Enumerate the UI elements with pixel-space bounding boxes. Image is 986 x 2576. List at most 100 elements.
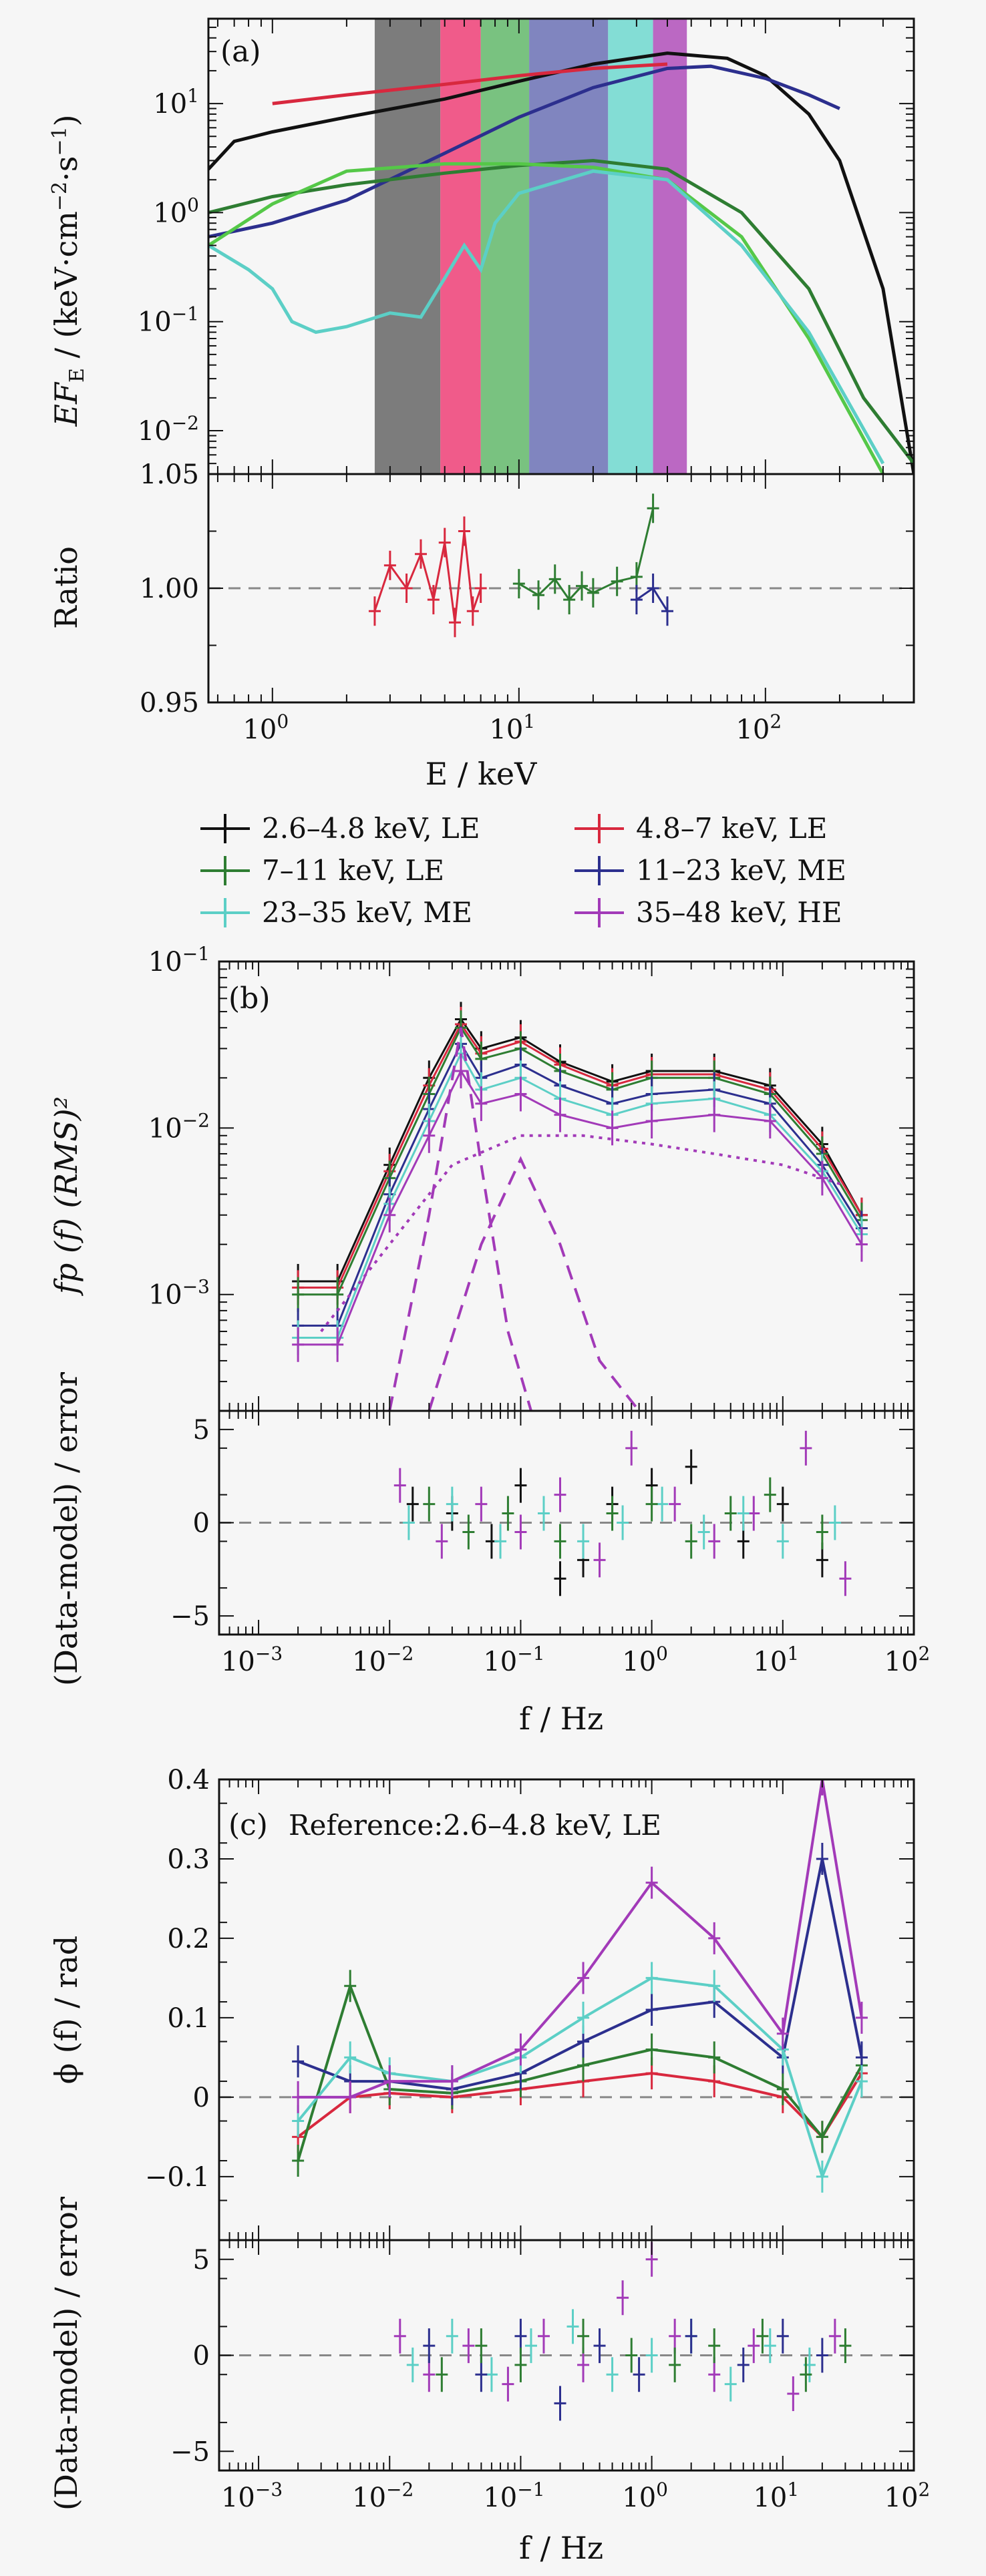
tick-exponent: −2 — [182, 1109, 210, 1131]
series-line-red — [373, 531, 482, 623]
series-line-navy — [298, 1042, 863, 1327]
tick-label: 10−2 — [352, 2479, 414, 2513]
series-line-navy — [297, 1858, 863, 2091]
model-component-dashed — [388, 1027, 532, 1411]
axes-frame-2 — [218, 960, 915, 1412]
series-line-black — [208, 51, 914, 474]
tick-label: 0.4 — [167, 1765, 210, 1795]
legend-label: 7–11 keV, LE — [262, 854, 444, 887]
legend-label: 23–35 keV, ME — [262, 896, 472, 929]
a-ylabel-sup2: −1 — [48, 126, 71, 156]
tick-base: 10 — [622, 1647, 656, 1677]
panel-b-ylabel: fp (f) (RMS)² — [48, 1096, 84, 1296]
tick-exponent: 2 — [919, 2479, 931, 2501]
tick-exponent: 1 — [787, 2479, 799, 2501]
tick-label: 0.3 — [167, 1844, 210, 1875]
series-line-green — [518, 507, 655, 602]
tick-label: 10−1 — [148, 943, 210, 978]
a-ylabel-end: ) — [48, 114, 84, 126]
tick-exponent: −1 — [172, 303, 199, 325]
series-line-cyan — [297, 1976, 863, 2181]
tick-exponent: −3 — [182, 1276, 210, 1298]
tick-base: 10 — [489, 714, 523, 745]
tick-base: 10 — [735, 714, 770, 745]
panel-c-xlabel: f / Hz — [519, 2530, 603, 2566]
reference-lines — [208, 587, 914, 2356]
tick-exponent: −2 — [172, 412, 199, 434]
tick-base: 10 — [753, 1647, 787, 1677]
series-line-red — [272, 62, 668, 105]
tick-base: 10 — [884, 1647, 919, 1677]
energy-bands — [374, 19, 687, 474]
tick-layer: 10−210−11001010.951.001.0510−310−210−1−5… — [138, 18, 931, 2513]
tick-label: 10−2 — [148, 1109, 210, 1144]
tick-exponent: −2 — [386, 2479, 414, 2501]
series-line-navy — [636, 586, 669, 612]
tick-base: 10 — [148, 1280, 182, 1311]
series-line-cyan — [208, 169, 885, 465]
tick-label: 10−1 — [483, 2479, 544, 2513]
tick-exponent: −1 — [517, 1643, 544, 1665]
panel-c-ylabel: ϕ (f) / rad — [48, 1936, 84, 2085]
tick-label: 101 — [153, 85, 199, 120]
tick-label: 5 — [193, 2245, 210, 2276]
energy-band — [529, 19, 609, 474]
panel-a-xlabel: E / keV — [426, 756, 537, 792]
tick-base: 10 — [884, 2483, 919, 2513]
panel-c-reference: Reference:2.6–4.8 keV, LE — [289, 1809, 661, 1842]
a-ylabel-mid: ·s — [48, 156, 84, 182]
series-line-green — [297, 1982, 863, 2161]
legend-label: 4.8–7 keV, LE — [636, 812, 827, 845]
series-line-green — [298, 1026, 863, 1296]
legend-label: 35–48 keV, HE — [636, 896, 842, 929]
tick-base: 10 — [221, 2483, 255, 2513]
panel-b-res-ylabel: (Data-model) / error — [48, 1372, 84, 1686]
tick-label: 102 — [884, 1643, 931, 1677]
tick-exponent: 2 — [919, 1643, 931, 1665]
legend: 2.6–4.8 keV, LE 4.8–7 keV, LE 7–11 keV, LE… — [200, 812, 846, 929]
tick-exponent: −1 — [182, 943, 210, 965]
energy-band — [374, 19, 441, 474]
energy-band — [653, 19, 687, 474]
tick-label: 10−2 — [138, 412, 199, 447]
tick-base: 10 — [483, 2483, 517, 2513]
tick-label: 100 — [622, 2479, 668, 2513]
panel-c-res-ylabel: (Data-model) / error — [48, 2197, 84, 2511]
tick-exponent: 1 — [523, 710, 535, 732]
tick-exponent: 0 — [656, 2479, 668, 2501]
panel-c-label: (c) — [228, 1808, 268, 1842]
tick-exponent: −1 — [517, 2479, 544, 2501]
a-ylabel-ef: EF — [48, 381, 84, 427]
axes-frame-4 — [218, 1778, 915, 2241]
a-ylabel-sub: E — [65, 368, 89, 383]
panel-a-ylabel: EFE / (keV·cm−2·s−1) — [48, 114, 89, 427]
tick-label: 10−3 — [148, 1276, 210, 1311]
tick-label: 102 — [735, 710, 782, 745]
tick-base: 10 — [221, 1647, 255, 1677]
series-line-navy — [208, 64, 840, 239]
tick-label: −5 — [170, 1601, 210, 1632]
tick-label: 101 — [753, 1643, 799, 1677]
data-layer — [208, 51, 914, 2421]
tick-base: 10 — [138, 307, 172, 338]
tick-base: 10 — [138, 416, 172, 447]
tick-exponent: 1 — [187, 85, 199, 107]
tick-exponent: 1 — [787, 1643, 799, 1665]
tick-exponent: −3 — [255, 1643, 283, 1665]
series-line-green — [208, 158, 914, 465]
tick-exponent: −2 — [386, 1643, 414, 1665]
panel-a-label: (a) — [220, 35, 261, 69]
tick-base: 10 — [483, 1647, 517, 1677]
tick-label: 0 — [193, 2341, 210, 2372]
tick-label: 10−1 — [483, 1643, 544, 1677]
tick-label: 0 — [193, 1508, 210, 1539]
energy-band — [440, 19, 481, 474]
model-component-dotted — [320, 1134, 846, 1333]
tick-base: 10 — [242, 714, 277, 745]
tick-label: 100 — [153, 194, 199, 228]
tick-exponent: 0 — [656, 1643, 668, 1665]
tick-label: 1.00 — [140, 574, 199, 604]
tick-label: 5 — [193, 1415, 210, 1446]
tick-base: 10 — [622, 2483, 656, 2513]
tick-label: 10−1 — [138, 303, 199, 338]
